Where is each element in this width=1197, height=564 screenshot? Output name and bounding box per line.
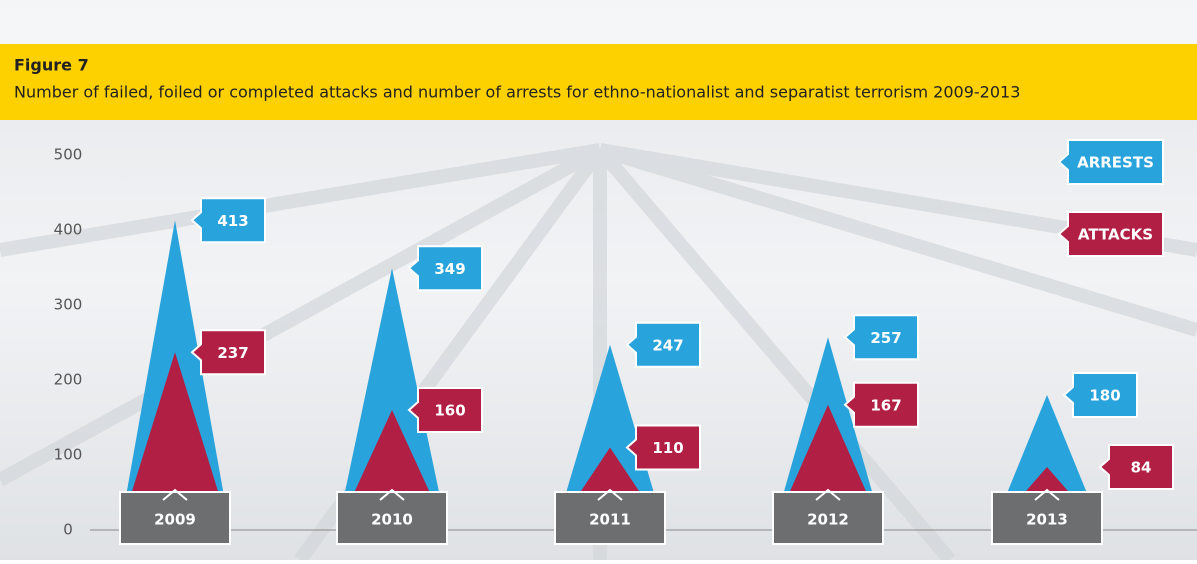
y-tick-label: 400 xyxy=(54,221,83,239)
chart-subtitle: Number of failed, foiled or completed at… xyxy=(14,83,1020,102)
y-tick-label: 0 xyxy=(63,521,73,539)
x-tick-label: 2012 xyxy=(807,511,849,529)
value-label: 247 xyxy=(652,336,683,354)
year-notch xyxy=(162,488,188,501)
value-label-box xyxy=(625,321,701,368)
year-notch xyxy=(815,488,841,501)
value-label: 167 xyxy=(870,396,901,414)
value-label: 110 xyxy=(652,439,683,457)
y-tick-label: 500 xyxy=(54,146,83,164)
year-notch xyxy=(379,488,405,501)
y-tick-label: 300 xyxy=(54,296,83,314)
value-label: 180 xyxy=(1089,387,1120,405)
value-label-box xyxy=(843,381,919,428)
value-label-box xyxy=(407,387,483,433)
year-box xyxy=(772,491,884,545)
x-tick-label: 2009 xyxy=(154,511,196,529)
value-label-box xyxy=(843,314,919,361)
value-label: 237 xyxy=(217,344,248,362)
value-label: 160 xyxy=(434,402,465,420)
value-label-box xyxy=(190,197,266,244)
legend-label: ARRESTS xyxy=(1077,154,1154,172)
year-box xyxy=(991,491,1103,545)
x-tick-label: 2013 xyxy=(1026,511,1068,529)
value-label: 349 xyxy=(434,260,465,278)
legend-label-box xyxy=(1057,211,1164,257)
year-box xyxy=(554,491,666,545)
year-notch xyxy=(1034,488,1060,501)
value-label-box xyxy=(190,329,266,376)
top-band xyxy=(0,0,1197,44)
y-tick-label: 100 xyxy=(54,446,83,464)
chart-title: Figure 7 xyxy=(14,56,89,75)
spike xyxy=(120,352,230,530)
value-label: 257 xyxy=(870,329,901,347)
year-notch xyxy=(597,488,623,501)
year-box xyxy=(119,491,231,545)
value-label: 84 xyxy=(1131,459,1152,477)
value-label-box xyxy=(625,424,701,471)
spike xyxy=(555,344,665,530)
legend-label-box xyxy=(1057,139,1164,185)
x-tick-label: 2010 xyxy=(371,511,413,529)
value-label-box xyxy=(1062,372,1138,418)
title-banner xyxy=(0,44,1197,120)
x-tick-label: 2011 xyxy=(589,511,631,529)
legend-label: ATTACKS xyxy=(1078,226,1153,244)
year-box xyxy=(336,491,448,545)
spike xyxy=(337,268,447,530)
y-tick-label: 200 xyxy=(54,371,83,389)
value-label: 413 xyxy=(217,212,248,230)
value-label-box xyxy=(1098,444,1174,490)
value-label-box xyxy=(407,245,483,292)
